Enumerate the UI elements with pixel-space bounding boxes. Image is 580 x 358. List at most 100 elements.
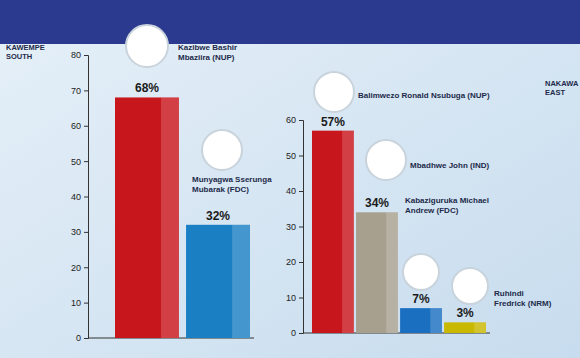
candidate-photo: [314, 72, 354, 112]
candidate-photo: [126, 25, 168, 67]
bar: [312, 131, 354, 333]
y-tick-mark: [84, 232, 88, 233]
chart-canvas: KAWEMPESOUTH 0 10 20 30 40 50 60 70 80 68% 32% Kazib…: [0, 0, 580, 358]
y-tick: 20: [286, 257, 303, 267]
candidate-name-line: Fredrick (NRM): [494, 299, 552, 308]
chart-title-line: NAKAWA: [545, 79, 579, 88]
y-tick: 10: [286, 293, 303, 303]
data-label: 3%: [456, 306, 474, 320]
bar: [400, 308, 442, 333]
y-tick-label: 50: [71, 157, 81, 167]
candidate-name: Kazibwe BashirMbaziira (NUP): [178, 43, 237, 62]
y-tick-mark: [84, 303, 88, 304]
axis-line: [84, 56, 89, 339]
chart-title-line: EAST: [545, 88, 565, 97]
candidate-name-line: Mubarak (FDC): [192, 185, 249, 194]
y-tick: 0: [76, 333, 88, 343]
candidate-photo: [403, 254, 439, 290]
data-label: 68%: [135, 81, 159, 95]
bar-shade: [342, 131, 354, 333]
y-tick-mark: [84, 197, 88, 198]
y-tick-label: 10: [71, 298, 81, 308]
y-tick: 40: [71, 192, 88, 202]
y-tick-mark: [84, 161, 88, 162]
y-tick-mark: [84, 126, 88, 127]
candidate-name: Munyagwa SserungaMubarak (FDC): [192, 175, 272, 194]
bar-shade: [474, 322, 486, 333]
y-tick: 20: [71, 263, 88, 273]
y-tick-label: 60: [286, 115, 296, 125]
y-tick-label: 80: [71, 50, 81, 60]
candidate-name-line: Kazibwe Bashir: [178, 43, 237, 52]
y-tick-label: 20: [286, 257, 296, 267]
data-label: 7%: [412, 292, 430, 306]
y-tick: 10: [71, 298, 88, 308]
candidate-photo: [202, 130, 242, 170]
y-tick-mark: [299, 262, 303, 263]
y-tick: 50: [71, 157, 88, 167]
bars: [115, 97, 250, 338]
candidate-name: RuhindiFredrick (NRM): [494, 289, 552, 308]
y-tick-label: 0: [291, 328, 296, 338]
y-tick: 70: [71, 86, 88, 96]
y-tick-mark: [299, 156, 303, 157]
y-tick-mark: [84, 267, 88, 268]
bar-shade: [232, 225, 250, 338]
candidate-name-line: Mbaziira (NUP): [178, 53, 235, 62]
data-label: 34%: [365, 196, 389, 210]
axis-line: [299, 121, 304, 334]
y-tick: 30: [286, 222, 303, 232]
y-tick-label: 40: [71, 192, 81, 202]
y-tick-label: 70: [71, 86, 81, 96]
bar: [186, 225, 250, 338]
y-tick: 60: [71, 121, 88, 131]
y-tick-label: 10: [286, 293, 296, 303]
bar-shade: [386, 212, 398, 333]
bar: [356, 212, 398, 333]
bar-shade: [430, 308, 442, 333]
y-tick: 80: [71, 50, 88, 60]
y-axis: 0 10 20 30 40 50 60 70 80: [71, 50, 89, 343]
y-tick-label: 50: [286, 151, 296, 161]
y-tick-mark: [299, 298, 303, 299]
candidate-name-line: Ruhindi: [494, 289, 524, 298]
data-label: 57%: [321, 115, 345, 129]
y-tick: 40: [286, 186, 303, 196]
background: [0, 0, 580, 358]
y-tick: 0: [291, 328, 303, 338]
chart: KAWEMPESOUTH 0 10 20 30 40 50 60 70 80 68% 32% Kazib…: [6, 25, 272, 343]
y-tick-mark: [299, 227, 303, 228]
y-tick-mark: [299, 333, 303, 334]
bar: [115, 97, 179, 338]
y-tick-mark: [84, 338, 88, 339]
candidate-name: Balimwezo Ronald Nsubuga (NUP): [358, 91, 490, 100]
chart-title: NAKAWAEAST: [545, 79, 579, 97]
y-tick-label: 0: [76, 333, 81, 343]
y-tick-label: 60: [71, 121, 81, 131]
chart-title-line: KAWEMPE: [6, 43, 45, 52]
candidate-name: Mbadhwe John (IND): [410, 161, 489, 170]
bar-shade: [161, 97, 179, 338]
chart-title: KAWEMPESOUTH: [6, 43, 45, 61]
y-tick: 30: [71, 227, 88, 237]
candidate-name-line: Andrew (FDC): [405, 206, 459, 215]
y-tick-label: 40: [286, 186, 296, 196]
candidate-name-line: Balimwezo Ronald Nsubuga (NUP): [358, 91, 490, 100]
y-tick: 60: [286, 115, 303, 125]
y-tick-label: 30: [71, 227, 81, 237]
data-label: 32%: [206, 209, 230, 223]
candidate-name: Kabaziguruka MichaelAndrew (FDC): [405, 196, 489, 215]
y-tick-mark: [84, 55, 88, 56]
y-tick-mark: [299, 191, 303, 192]
chart-title-line: SOUTH: [6, 52, 32, 61]
y-tick-label: 30: [286, 222, 296, 232]
y-tick: 50: [286, 151, 303, 161]
chart: NAKAWAEAST 0 10 20 30 40 50 60 57% 34% 7% 3% Balimwe…: [286, 72, 579, 338]
header-band: [0, 0, 580, 44]
y-tick-mark: [84, 90, 88, 91]
candidate-photo: [366, 140, 406, 180]
candidate-photo: [452, 268, 488, 304]
bar: [444, 322, 486, 333]
y-tick-mark: [299, 120, 303, 121]
candidate-name-line: Kabaziguruka Michael: [405, 196, 489, 205]
